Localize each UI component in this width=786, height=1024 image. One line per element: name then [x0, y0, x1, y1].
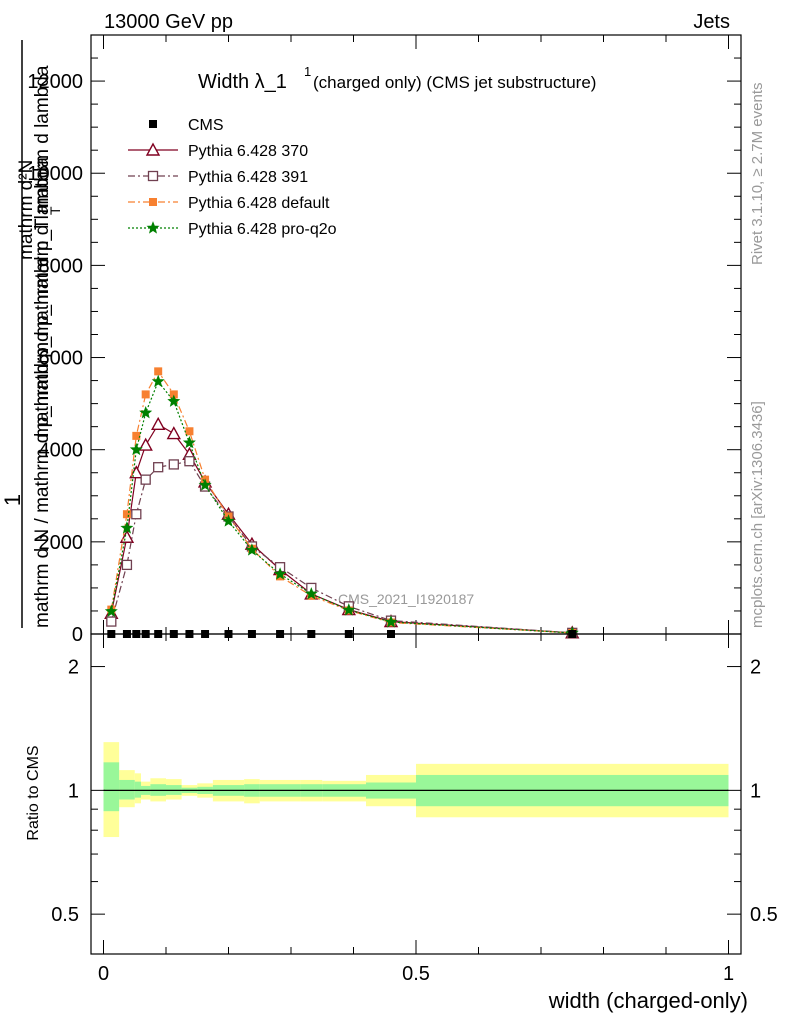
main-plot-ticks: 0 2000 4000 6000 8000 10000 12000 [27, 34, 741, 646]
rivet-version-label: Rivet 3.1.10, ≥ 2.7M events [749, 83, 766, 266]
series-point [273, 567, 287, 580]
ylabel-one: 1 [0, 494, 25, 506]
series-point [129, 442, 143, 456]
ratio-x-tick-label: 1 [723, 963, 734, 985]
series-point [166, 426, 181, 440]
series-point [132, 431, 141, 440]
plot-title-rest: (charged only) (CMS jet substructure) [313, 73, 596, 92]
ratio-y-tick-label-right: 2 [750, 657, 761, 679]
series-point [168, 459, 179, 470]
main-y-tick-label: 10000 [27, 163, 83, 185]
plot-title-main: Width λ_1 [198, 71, 287, 93]
series-point [185, 427, 194, 436]
series-1 [106, 456, 578, 638]
series-point [222, 514, 235, 527]
series-point [151, 374, 165, 388]
ylabel-subscript: T [47, 206, 63, 215]
ratio-plot-frame [90, 633, 742, 955]
series-point [139, 405, 153, 419]
series-point [154, 367, 163, 376]
ylabel-dN: mathrm d N / mathrm d p_mathrmd p_mathrm… [32, 157, 53, 628]
series-point [182, 435, 196, 449]
series-point [119, 529, 135, 543]
ratio-y-tick-label: 2 [68, 657, 79, 679]
legend-label: Pythia 6.428 pro-q2o [188, 221, 337, 238]
series-point [131, 509, 142, 520]
ylabel-denominator: mathrmd p_mathrm d p_T mathrm d lambda [32, 65, 53, 438]
series-point [245, 543, 259, 556]
series-point [167, 394, 181, 407]
analysis-watermark: CMS_2021_I1920187 [338, 591, 474, 607]
main-y-tick-label: 2000 [39, 532, 84, 554]
main-y-tick-label: 6000 [39, 348, 84, 370]
category-label: Jets [693, 11, 730, 33]
ratio-y-tick-label-right: 1 [750, 780, 761, 802]
ratio-y-tick-label-right: 0.5 [750, 904, 778, 926]
series-point [342, 603, 356, 616]
ratio-inner-band-0 [103, 762, 120, 812]
series-point [122, 510, 131, 519]
ratio-x-tick-label: 0 [98, 963, 109, 985]
ratio-y-tick-label: 0.5 [51, 904, 79, 926]
series-point [198, 478, 212, 491]
series-3 [104, 374, 579, 639]
ratio-inner-band-2 [134, 781, 141, 798]
legend-marker [146, 221, 160, 234]
ratio-plot-ticks: 0.5 0.5 1 1 2 2 0 0.5 1 [51, 634, 778, 985]
main-y-tick-label: 4000 [39, 440, 84, 462]
legend-label: Pythia 6.428 370 [188, 143, 308, 160]
legend-label: Pythia 6.428 default [188, 195, 330, 212]
legend-marker [149, 120, 157, 128]
series-point [138, 437, 153, 451]
ratio-y-tick-label: 1 [68, 780, 79, 802]
series-line-3 [110, 380, 573, 634]
series-point [120, 521, 134, 534]
main-y-tick-label: 12000 [27, 71, 83, 93]
series-point [153, 462, 164, 473]
legend-marker [147, 170, 159, 182]
ratio-x-tick-label: 0.5 [402, 963, 430, 985]
main-y-tick-label: 8000 [39, 255, 84, 277]
series-point [304, 587, 318, 600]
mcplots-label: mcplots.cern.ch [arXiv:1306.3436] [749, 401, 766, 628]
series-point [104, 604, 118, 617]
ratio-uncertainty-bands [103, 742, 729, 838]
series-point [151, 416, 166, 431]
ratio-xlabel: width (charged-only) [548, 988, 748, 1013]
series-point [384, 615, 398, 628]
legend-label: CMS [188, 117, 224, 134]
main-y-tick-label: 0 [72, 624, 83, 646]
legend-marker [149, 198, 157, 206]
ratio-ylabel: Ratio to CMS [25, 745, 42, 840]
ratio-inner-band-1 [119, 779, 135, 800]
legend-marker [145, 142, 161, 156]
legend-label: Pythia 6.428 391 [188, 169, 308, 186]
series-point [121, 559, 133, 571]
series-point [140, 474, 151, 485]
series-point [106, 616, 117, 627]
series-point [169, 390, 178, 399]
series-point [184, 456, 195, 467]
legend: CMS Pythia 6.428 370 Pythia 6.428 391 Pythi… [128, 117, 337, 238]
plot-title-superscript: 1 [304, 64, 311, 79]
energy-label: 13000 GeV pp [104, 11, 233, 33]
series-point [141, 390, 150, 399]
